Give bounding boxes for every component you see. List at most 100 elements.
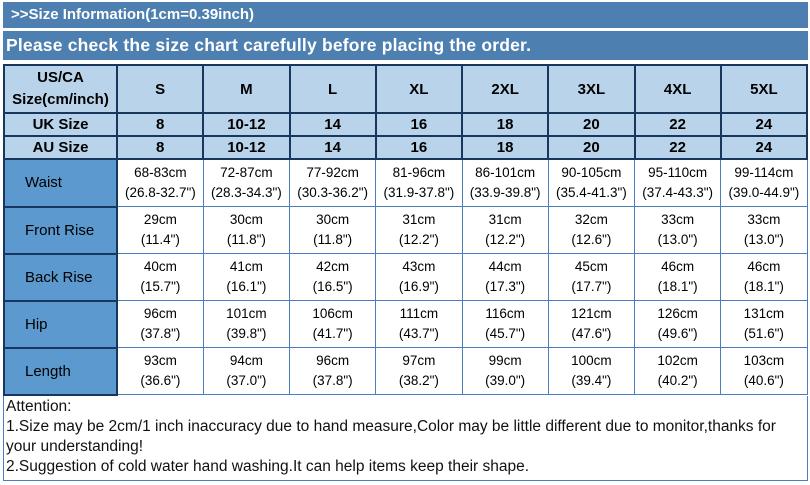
measurement-value-cell: 100cm (39.4"): [547, 347, 636, 395]
measurement-value-cell: 45cm (17.7"): [547, 253, 636, 301]
size-column-header: S: [115, 64, 205, 114]
measurement-value-cell: 103cm (40.6"): [720, 347, 808, 395]
measurement-value-cell: 99-114cm (39.0-44.9"): [720, 158, 808, 207]
measurement-value-cell: 131cm (51.6"): [720, 300, 808, 348]
measurement-cm-value: 131cm: [743, 305, 785, 321]
measurement-label: Hip: [3, 299, 118, 349]
size-header-row: US/CA Size(cm/inch) S M L XL 2XL 3XL 4XL 5XL: [3, 64, 809, 114]
measurement-inch-value: (11.4"): [140, 232, 180, 247]
region-size-value: 10-12: [202, 112, 291, 137]
measurement-inch-value: (37.0"): [226, 373, 267, 388]
measurement-cm-value: 30cm: [229, 211, 263, 227]
measurement-inch-value: (49.6"): [657, 326, 698, 341]
measurement-cm-value: 100cm: [571, 352, 612, 368]
measurement-inch-value: (39.8"): [226, 326, 267, 341]
measurement-inch-value: (17.7"): [571, 279, 612, 294]
measurement-cm-value: 31cm: [402, 211, 436, 227]
measurement-value-cell: 40cm (15.7"): [116, 253, 204, 301]
measurement-cm-value: 31cm: [488, 211, 522, 227]
measurement-inch-value: (38.2"): [398, 373, 439, 388]
region-size-value: 20: [547, 135, 636, 160]
size-column-header: 4XL: [633, 64, 722, 114]
measurement-inch-value: (41.7"): [312, 326, 353, 341]
measurement-value-cell: 46cm (18.1"): [633, 253, 722, 301]
measurement-value-cell: 42cm (16.5"): [288, 253, 377, 301]
measurement-value-cell: 30cm (11.8"): [202, 206, 291, 254]
measurement-label: Waist: [3, 158, 118, 208]
attention-note-1: 1.Size may be 2cm/1 inch inaccuracy due …: [6, 417, 776, 455]
measurement-inch-value: (39.4"): [571, 373, 612, 388]
measurement-value-cell: 96cm (37.8"): [116, 300, 204, 348]
measurement-inch-value: (51.6"): [743, 326, 784, 341]
measurement-inch-value: (39.0"): [485, 373, 526, 388]
measurement-cm-value: 46cm: [661, 258, 695, 274]
region-size-value: 16: [374, 112, 464, 137]
measurement-value-cell: 111cm (43.7"): [375, 300, 463, 348]
size-column-header: 2XL: [460, 64, 550, 114]
measurement-inch-value: (45.7"): [485, 326, 526, 341]
region-size-value: 22: [633, 112, 722, 137]
measurement-cm-value: 72-87cm: [220, 164, 273, 180]
measurement-inch-value: (39.0-44.9"): [728, 185, 800, 200]
measurement-cm-value: 41cm: [229, 258, 263, 274]
measurement-inch-value: (13.0"): [657, 232, 698, 247]
measurement-value-cell: 86-101cm (33.9-39.8"): [461, 158, 549, 207]
measurement-value-cell: 101cm (39.8"): [202, 300, 291, 348]
measurement-value-cell: 31cm (12.2"): [375, 206, 463, 254]
measurement-cm-value: 90-105cm: [561, 164, 622, 180]
size-info-title-bar: >>Size Information(1cm=0.39inch): [3, 2, 808, 28]
region-size-value: 18: [460, 135, 550, 160]
measurement-cm-value: 106cm: [312, 305, 353, 321]
measurement-value-cell: 99cm (39.0"): [461, 347, 549, 395]
measurement-value-cell: 43cm (16.9"): [375, 253, 463, 301]
measurement-cm-value: 43cm: [402, 258, 436, 274]
measurement-cm-value: 33cm: [747, 211, 781, 227]
region-size-value: 18: [460, 112, 550, 137]
measurement-row: Waist 68-83cm (26.8-32.7") 72-87cm (28.3-34.…: [3, 158, 808, 208]
measurement-value-cell: 41cm (16.1"): [202, 253, 291, 301]
measurement-inch-value: (16.9"): [398, 279, 439, 294]
measurement-label: Length: [3, 346, 118, 396]
measurement-cm-value: 42cm: [316, 258, 350, 274]
measurement-cm-value: 68-83cm: [134, 164, 187, 180]
measurement-cm-value: 93cm: [143, 352, 177, 368]
measurement-inch-value: (37.8"): [140, 326, 181, 341]
measurement-cm-value: 111cm: [399, 305, 439, 321]
measurement-inch-value: (40.6"): [743, 373, 784, 388]
measurement-value-cell: 31cm (12.2"): [461, 206, 549, 254]
measurement-inch-value: (12.2"): [485, 232, 526, 247]
measurement-value-cell: 96cm (37.8"): [288, 347, 377, 395]
size-column-header: M: [202, 64, 291, 114]
measurement-inch-value: (12.2"): [398, 232, 439, 247]
measurement-cm-value: 32cm: [574, 211, 608, 227]
measurement-inch-value: (18.1"): [657, 279, 698, 294]
measurement-cm-value: 96cm: [316, 352, 350, 368]
measurement-value-cell: 102cm (40.2"): [633, 347, 722, 395]
size-header-corner-label: US/CA Size(cm/inch): [3, 64, 118, 114]
measurement-cm-value: 86-101cm: [475, 164, 536, 180]
measurement-inch-value: (15.7"): [140, 279, 181, 294]
measurement-value-cell: 121cm (47.6"): [547, 300, 636, 348]
size-column-header: XL: [374, 64, 464, 114]
measurement-inch-value: (28.3-34.3"): [210, 185, 282, 200]
region-size-value: 14: [288, 135, 377, 160]
attention-note-2: 2.Suggestion of cold water hand washing.…: [6, 457, 530, 475]
measurement-value-cell: 126cm (49.6"): [633, 300, 722, 348]
measurement-row: Hip 96cm (37.8") 101cm (39.8") 106cm (41.7") 11…: [3, 299, 808, 349]
measurement-value-cell: 81-96cm (31.9-37.8"): [375, 158, 463, 207]
measurement-cm-value: 94cm: [229, 352, 263, 368]
measurement-cm-value: 44cm: [488, 258, 522, 274]
measurement-inch-value: (37.4-43.3"): [642, 185, 714, 200]
measurement-value-cell: 95-110cm (37.4-43.3"): [633, 158, 722, 207]
measurement-inch-value: (40.2"): [657, 373, 698, 388]
region-size-value: 24: [719, 135, 809, 160]
measurement-cm-value: 30cm: [316, 211, 350, 227]
measurement-cm-value: 40cm: [143, 258, 177, 274]
measurement-cm-value: 81-96cm: [392, 164, 446, 180]
measurement-inch-value: (11.8"): [313, 232, 353, 247]
measurement-cm-value: 102cm: [657, 352, 698, 368]
measurement-value-cell: 93cm (36.6"): [116, 347, 204, 395]
measurement-label: Back Rise: [3, 252, 118, 302]
size-chart-table: US/CA Size(cm/inch) S M L XL 2XL 3XL 4XL 5XL UK S…: [3, 64, 809, 396]
